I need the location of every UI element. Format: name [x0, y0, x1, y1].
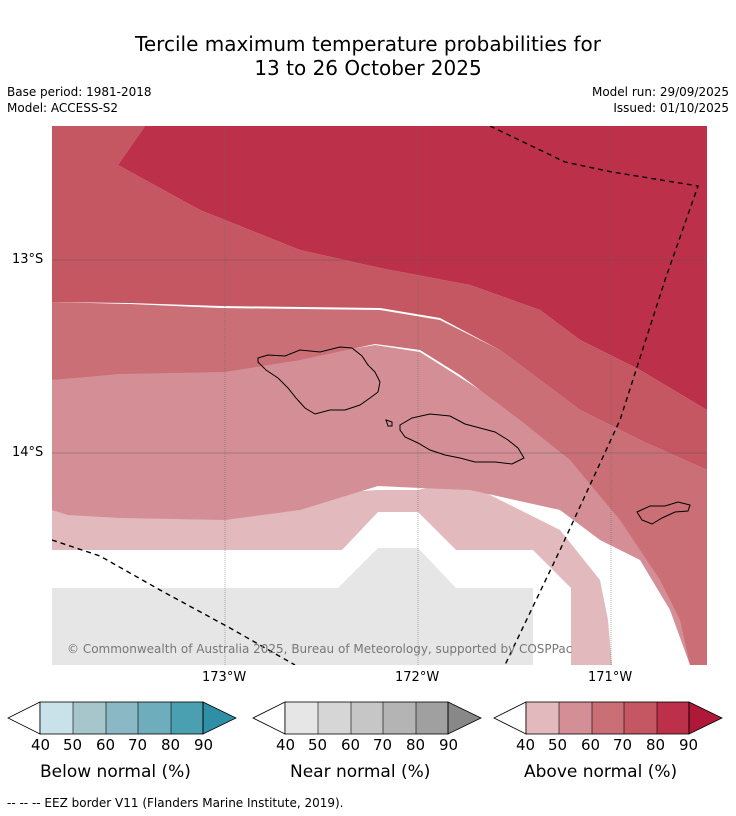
near-tick-80: 80 — [406, 736, 426, 754]
near-normal-label: Near normal (%) — [290, 762, 431, 782]
below-tick-40: 40 — [31, 736, 51, 754]
below-tick-90: 90 — [194, 736, 214, 754]
colorbar-above-bin-5 — [657, 702, 689, 734]
map-title-line-2: 13 to 26 October 2025 — [254, 56, 482, 80]
colorbar-near-bin-4 — [383, 702, 416, 734]
colorbar-below-bin-5 — [171, 702, 203, 734]
colorbar-near-normal — [252, 701, 482, 735]
eez-border-line-west — [52, 539, 296, 665]
near-tick-70: 70 — [373, 736, 393, 754]
near-tick-50: 50 — [308, 736, 328, 754]
eez-legend-footer: -- -- -- EEZ border V11 (Flanders Marine… — [7, 796, 344, 810]
colorbar-near-extend-high — [447, 701, 482, 735]
above-tick-80: 80 — [646, 736, 666, 754]
colorbar-below-normal — [7, 701, 237, 735]
colorbar-below-bin-3 — [106, 702, 138, 734]
colorbar-above-extend-high — [688, 701, 723, 735]
above-tick-60: 60 — [581, 736, 601, 754]
colorbar-above-bin-2 — [559, 702, 592, 734]
eez-border-line — [489, 126, 699, 665]
near-tick-90: 90 — [439, 736, 459, 754]
above-tick-70: 70 — [613, 736, 633, 754]
colorbar-near-extend-low — [252, 701, 286, 735]
above-normal-90-plus-region — [118, 126, 707, 410]
colorbar-above-normal — [493, 701, 723, 735]
colorbar-near-bin-1 — [285, 702, 318, 734]
above-tick-50: 50 — [548, 736, 568, 754]
above-normal-50-60-region — [52, 480, 612, 665]
issued-date: Issued: 01/10/2025 — [613, 101, 729, 115]
below-tick-70: 70 — [128, 736, 148, 754]
lat-label-14s: 14°S — [12, 445, 44, 460]
colorbar-above-bin-3 — [592, 702, 624, 734]
above-tick-40: 40 — [516, 736, 536, 754]
colorbar-below-bin-4 — [138, 702, 171, 734]
above-normal-60-70-region — [52, 345, 707, 665]
gridlines — [52, 259, 707, 454]
colorbar-below-extend-low — [7, 701, 41, 735]
lon-label-172w: 172°W — [395, 670, 440, 685]
lon-label-173w: 173°W — [202, 670, 247, 685]
colorbar-below-extend-high — [202, 701, 237, 735]
colorbar-near-bin-3 — [351, 702, 383, 734]
above-tick-90: 90 — [679, 736, 699, 754]
near-tick-40: 40 — [276, 736, 296, 754]
above-normal-label: Above normal (%) — [524, 762, 678, 782]
colorbar-above-extend-low — [493, 701, 527, 735]
map-title-line-1: Tercile maximum temperature probabilitie… — [135, 32, 601, 56]
below-tick-50: 50 — [63, 736, 83, 754]
small-islet-outline — [385, 419, 393, 427]
tutuila-island-outline — [636, 501, 691, 525]
lat-label-13s: 13°S — [12, 252, 44, 267]
above-normal-70-80-region — [52, 302, 707, 665]
copyright-notice: © Commonwealth of Australia 2025, Bureau… — [67, 642, 572, 656]
colorbar-above-bin-1 — [526, 702, 559, 734]
below-tick-80: 80 — [161, 736, 181, 754]
lon-label-171w: 171°W — [588, 670, 633, 685]
colorbar-near-bin-5 — [416, 702, 448, 734]
colorbar-above-bin-4 — [624, 702, 657, 734]
map-area: © Commonwealth of Australia 2025, Bureau… — [52, 126, 707, 665]
below-tick-60: 60 — [96, 736, 116, 754]
base-period: Base period: 1981-2018 — [7, 85, 152, 99]
near-tick-60: 60 — [341, 736, 361, 754]
model-name: Model: ACCESS-S2 — [7, 101, 119, 115]
near-normal-40-50-region — [52, 548, 533, 665]
model-run: Model run: 29/09/2025 — [591, 85, 729, 99]
colorbar-below-bin-1 — [40, 702, 73, 734]
colorbar-near-bin-2 — [318, 702, 351, 734]
savaii-island-outline — [257, 346, 381, 415]
upolu-island-outline — [399, 413, 525, 465]
below-normal-label: Below normal (%) — [40, 762, 191, 782]
above-normal-80-90-region — [52, 126, 707, 470]
colorbar-below-bin-2 — [73, 702, 106, 734]
